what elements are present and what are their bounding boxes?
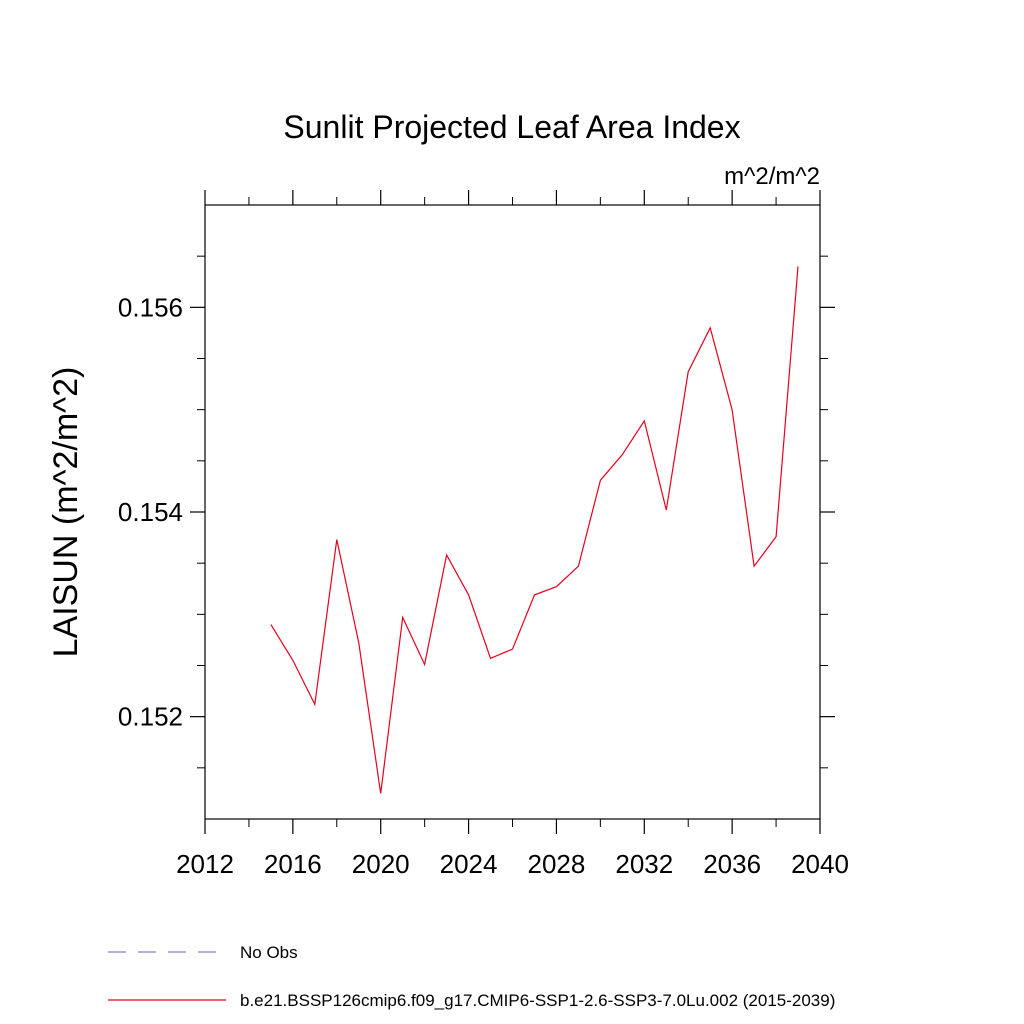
- y-tick-label: 0.156: [118, 292, 183, 322]
- x-tick-label: 2016: [264, 849, 322, 879]
- y-tick-label: 0.152: [118, 702, 183, 732]
- x-tick-label: 2024: [440, 849, 498, 879]
- legend-label: No Obs: [240, 943, 298, 962]
- x-tick-label: 2028: [528, 849, 586, 879]
- legend: No Obs b.e21.BSSP126cmip6.f09_g17.CMIP6-S…: [108, 943, 835, 1010]
- x-tick-label: 2032: [615, 849, 673, 879]
- axes: 2012 2016 2020 2024 2028 2032 2036 2040 0.152 0.1…: [118, 190, 849, 879]
- y-tick-label: 0.154: [118, 497, 183, 527]
- x-tick-label: 2036: [703, 849, 761, 879]
- y-axis-label: LAISUN (m^2/m^2): [47, 367, 85, 658]
- plot-frame: [204, 204, 821, 820]
- x-tick-label: 2020: [352, 849, 410, 879]
- legend-label: b.e21.BSSP126cmip6.f09_g17.CMIP6-SSP1-2.…: [240, 991, 835, 1010]
- chart-title: Sunlit Projected Leaf Area Index: [283, 109, 740, 145]
- x-tick-label: 2012: [176, 849, 234, 879]
- x-tick-label: 2040: [791, 849, 849, 879]
- data-series: [270, 266, 799, 794]
- units-label: m^2/m^2: [724, 163, 820, 190]
- series-line-1: [270, 266, 799, 794]
